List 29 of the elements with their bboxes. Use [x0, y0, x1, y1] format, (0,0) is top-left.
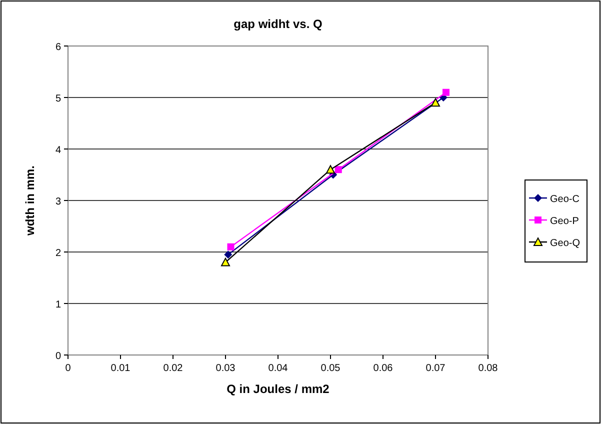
point [442, 88, 450, 96]
point [224, 250, 232, 259]
y-tick-label: 0 [55, 351, 62, 362]
point [227, 243, 234, 250]
point [334, 166, 342, 174]
y-tick-label: 4 [55, 145, 62, 156]
y-tick-label: 6 [55, 42, 62, 53]
x-tick-label: 0.06 [373, 363, 394, 374]
y-tick-label: 2 [55, 248, 62, 259]
legend-label: Geo-C [550, 194, 580, 205]
x-tick-label: 0 [65, 363, 72, 374]
x-tick-label: 0.04 [268, 363, 288, 374]
x-tick-label: 0.03 [216, 363, 236, 374]
point [221, 258, 230, 266]
x-tick-label: 0.02 [163, 363, 184, 374]
y-tick-label: 1 [55, 300, 62, 310]
x-tick-label: 0.08 [478, 363, 498, 374]
y-tick-label: 5 [55, 94, 62, 104]
chart-title: gap widht vs. Q [234, 17, 322, 31]
x-tick-label: 0.07 [426, 363, 446, 374]
y-axis-title: wdth in mm. [23, 166, 37, 236]
y-tick-label: 3 [55, 196, 62, 208]
x-tick-label: 0.01 [110, 363, 131, 374]
point [326, 165, 335, 174]
point [431, 98, 440, 107]
x-axis-title: Q in Joules / mm2 [226, 382, 330, 396]
x-tick-label: 0.05 [320, 363, 341, 374]
legend-label: Geo-Q [550, 238, 580, 249]
legend-label: Geo-P [550, 216, 580, 227]
